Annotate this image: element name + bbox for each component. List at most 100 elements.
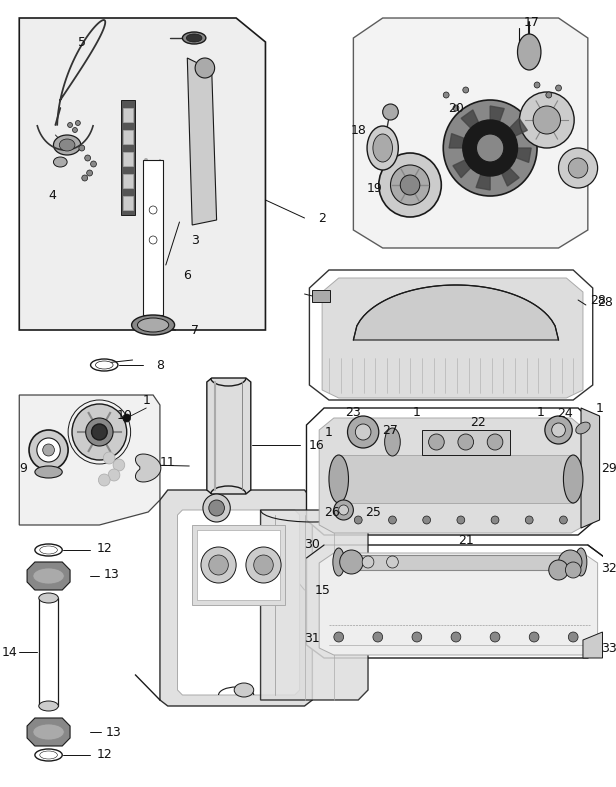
Circle shape xyxy=(529,632,539,642)
Circle shape xyxy=(355,424,371,440)
Polygon shape xyxy=(490,148,519,186)
Circle shape xyxy=(400,175,420,195)
Circle shape xyxy=(556,85,561,91)
Polygon shape xyxy=(19,395,160,525)
Text: 28: 28 xyxy=(590,294,606,306)
Circle shape xyxy=(487,434,503,450)
Polygon shape xyxy=(490,148,531,162)
Ellipse shape xyxy=(54,135,81,155)
Polygon shape xyxy=(583,632,602,658)
Text: 23: 23 xyxy=(346,405,361,419)
Ellipse shape xyxy=(35,466,62,478)
Text: 29: 29 xyxy=(601,461,616,475)
Text: 1: 1 xyxy=(413,405,421,419)
Circle shape xyxy=(82,175,87,181)
Polygon shape xyxy=(207,378,251,494)
Polygon shape xyxy=(309,270,593,400)
Circle shape xyxy=(99,474,110,486)
Circle shape xyxy=(383,104,399,120)
Circle shape xyxy=(339,550,363,574)
Polygon shape xyxy=(177,510,299,695)
Ellipse shape xyxy=(373,134,392,162)
Text: 1: 1 xyxy=(537,405,545,419)
Circle shape xyxy=(533,106,561,134)
Circle shape xyxy=(412,632,422,642)
Ellipse shape xyxy=(367,126,399,170)
Bar xyxy=(39,598,59,706)
Text: 30: 30 xyxy=(304,538,320,552)
Bar xyxy=(123,196,132,210)
Ellipse shape xyxy=(182,32,206,44)
Text: 16: 16 xyxy=(309,438,324,452)
Ellipse shape xyxy=(517,34,541,70)
Circle shape xyxy=(429,434,444,450)
Polygon shape xyxy=(581,408,599,528)
Ellipse shape xyxy=(384,428,400,456)
Circle shape xyxy=(476,134,504,162)
Polygon shape xyxy=(449,134,490,148)
Polygon shape xyxy=(27,718,70,746)
Text: 28: 28 xyxy=(598,295,614,309)
Circle shape xyxy=(75,120,80,125)
Circle shape xyxy=(92,424,107,440)
Ellipse shape xyxy=(186,34,202,42)
Ellipse shape xyxy=(40,751,57,759)
Text: 7: 7 xyxy=(191,323,199,337)
Text: 18: 18 xyxy=(351,124,366,136)
Polygon shape xyxy=(307,408,596,535)
Circle shape xyxy=(451,632,461,642)
Text: 17: 17 xyxy=(523,16,539,28)
Circle shape xyxy=(565,562,581,578)
Text: 20: 20 xyxy=(448,102,464,114)
Ellipse shape xyxy=(33,724,64,740)
Text: 10: 10 xyxy=(117,408,132,422)
Ellipse shape xyxy=(234,683,254,697)
Circle shape xyxy=(203,494,230,522)
Circle shape xyxy=(490,632,500,642)
Circle shape xyxy=(519,92,574,148)
Circle shape xyxy=(549,560,569,580)
Text: 15: 15 xyxy=(314,583,330,597)
Circle shape xyxy=(209,555,229,575)
Circle shape xyxy=(491,516,499,524)
Circle shape xyxy=(79,145,85,151)
Circle shape xyxy=(534,82,540,88)
Circle shape xyxy=(559,516,567,524)
Circle shape xyxy=(569,632,578,642)
Circle shape xyxy=(362,556,374,568)
Circle shape xyxy=(201,547,236,583)
Circle shape xyxy=(347,416,379,448)
Circle shape xyxy=(387,556,399,568)
Circle shape xyxy=(373,632,383,642)
Text: 8: 8 xyxy=(156,359,164,371)
Text: 13: 13 xyxy=(105,726,121,738)
Polygon shape xyxy=(490,118,527,148)
Circle shape xyxy=(246,547,281,583)
Text: 13: 13 xyxy=(103,568,119,582)
Circle shape xyxy=(457,516,464,524)
Bar xyxy=(339,555,581,570)
Text: 6: 6 xyxy=(184,268,191,282)
Circle shape xyxy=(545,416,572,444)
Ellipse shape xyxy=(333,548,344,576)
Circle shape xyxy=(209,500,224,516)
Circle shape xyxy=(86,418,113,446)
Polygon shape xyxy=(307,545,606,658)
Circle shape xyxy=(559,550,582,574)
Polygon shape xyxy=(490,106,505,148)
Text: 27: 27 xyxy=(383,423,399,437)
Circle shape xyxy=(552,423,565,437)
Text: 1: 1 xyxy=(142,394,150,407)
Circle shape xyxy=(444,100,537,196)
Ellipse shape xyxy=(54,157,67,167)
Circle shape xyxy=(123,414,131,422)
Circle shape xyxy=(68,123,73,127)
Polygon shape xyxy=(476,148,490,190)
Text: 12: 12 xyxy=(96,748,112,760)
Circle shape xyxy=(379,153,441,217)
Text: 1: 1 xyxy=(596,401,604,415)
Polygon shape xyxy=(354,285,559,340)
Text: 9: 9 xyxy=(19,461,27,475)
Text: 24: 24 xyxy=(557,407,573,419)
Polygon shape xyxy=(319,553,598,655)
